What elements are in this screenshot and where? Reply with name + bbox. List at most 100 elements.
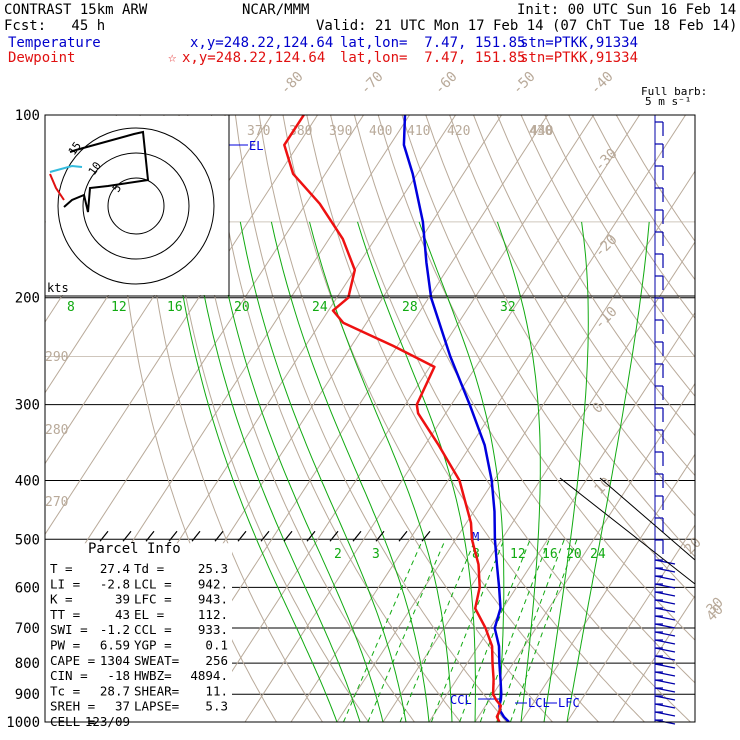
parcel-row-value: 1304 [100,653,130,668]
barb-legend-line2: 5 m s⁻¹ [645,95,692,108]
parcel-row-label: SWI = [50,622,88,637]
hodograph-bg [46,116,229,295]
moist-adiabat [357,221,476,722]
hodograph-units: kts [47,281,69,295]
parcel-row-label: Tc = [50,683,80,698]
temperature-latlon: lat,lon= 7.47, 151.85 [340,35,526,51]
isotherm-label: -50 [510,69,539,98]
pressure-tick-label: 400 [15,473,40,489]
isotherm-label: -20 [592,232,621,261]
isotherm [382,241,695,722]
isotherm-label: -40 [588,69,617,98]
pressure-tick-label: 900 [15,687,40,703]
mixing-ratio-line [459,539,531,722]
moist-adiabat [566,221,650,722]
parcel-row-label: PW = [50,638,80,653]
theta-label: 410 [407,124,430,139]
pressure-tick-label: 600 [15,580,40,596]
forecast-hour: Fcst: 45 h [4,18,106,34]
wind-barbs [654,115,676,725]
wind-barb-shaft [654,711,676,717]
wind-barb-shaft [654,575,676,581]
mixing-ratio-label: 20 [566,547,582,562]
parcel-row-value2: 5.3 [205,699,228,714]
pressure-tick-label: 300 [15,398,40,414]
valid-time: Valid: 21 UTC Mon 17 Feb 14 (07 ChT Tue … [316,18,738,34]
parcel-row-label2: LCL = [134,576,172,591]
ccl-label: CCL [450,693,472,707]
parcel-row-label2: EL = [134,607,164,622]
wind-barb-shaft [654,559,676,565]
dewpoint-latlon: lat,lon= 7.47, 151.85 [340,50,526,66]
mixing-ratio-line [343,539,424,722]
plot-frame [44,114,696,723]
mixing-ratio-label: 32 [500,300,516,315]
dry-adiabat [544,115,695,358]
lfc-label: LFC [558,696,580,710]
wind-barb-shaft [654,655,676,661]
dewpoint-station: stn=PTKK,91334 [520,50,639,66]
theta-label: 280 [45,423,68,438]
dry-adiabat [520,115,695,397]
parcel-row-label: T = [50,561,73,576]
mixing-ratio-label: 16 [167,300,183,315]
hodograph-trace-mid [49,164,83,173]
parcel-row-label: TT = [50,607,80,622]
isotherm [336,170,695,722]
mixing-ratio-label: 12 [510,547,526,562]
wind-barb-shaft [654,647,676,653]
parcel-row-value2: 256 [205,653,228,668]
dry-adiabat [211,115,461,722]
parcel-row-value2: 25.3 [198,561,228,576]
dry-adiabat [449,115,695,517]
mixing-ratio-label: 24 [590,547,606,562]
dewpoint-xy: x,y=248.22,124.64 [182,50,326,66]
temperature-profile [402,115,510,722]
theta-label: 370 [247,124,270,139]
mixing-ratio-line [399,539,476,722]
dry-adiabat [330,115,691,722]
theta-label: 390 [329,124,352,139]
hatch-mark [260,530,270,542]
pressure-tick-label: 200 [15,291,40,307]
moist-adiabat [213,221,384,722]
isotherm [45,115,318,536]
hatch-mark [421,530,431,542]
moist-adiabat [543,221,589,722]
panel-diagonal [559,477,696,585]
hatch-mark [168,530,178,542]
parcel-row-value2: 933. [198,622,228,637]
dry-adiabat [568,115,695,320]
dry-adiabat [234,115,507,722]
parcel-row-value: 27.4 [100,561,130,576]
wind-barb-shaft [654,703,676,709]
hatch-mark [99,530,109,542]
dry-adiabat [163,115,369,722]
parcel-info-title: Parcel Info [88,541,181,557]
hatch-mark [145,530,155,542]
pressure-tick-label: 1000 [6,715,40,731]
moist-adiabat [191,221,361,722]
dewpoint-profile [283,115,503,722]
parcel-panel-bg [45,543,232,730]
pressure-tick-label: 800 [15,656,40,672]
dry-adiabat [187,115,415,722]
isotherm [428,311,695,722]
mixing-ratio-line [430,539,505,722]
isotherm [45,115,364,606]
parcel-row-label: CAPE = [50,653,95,668]
parcel-row-value2: 942. [198,576,228,591]
hatch-mark [122,530,132,542]
parcel-row-label: SREH = [50,699,95,714]
parcel-row-value: -2.8 [100,576,130,591]
dry-adiabat [496,115,695,437]
dewpoint-legend: Dewpoint [8,50,76,66]
pressure-tick-label: 500 [15,532,40,548]
mixing-ratio-label: 2 [334,547,342,562]
hatch-mark [329,530,339,542]
barb-legend-line1: Full barb: [641,85,708,98]
mixing-ratio-label: 20 [234,300,250,315]
parcel-row-label: LI = [50,576,80,591]
hodograph-ring-label: 15 [66,139,84,157]
